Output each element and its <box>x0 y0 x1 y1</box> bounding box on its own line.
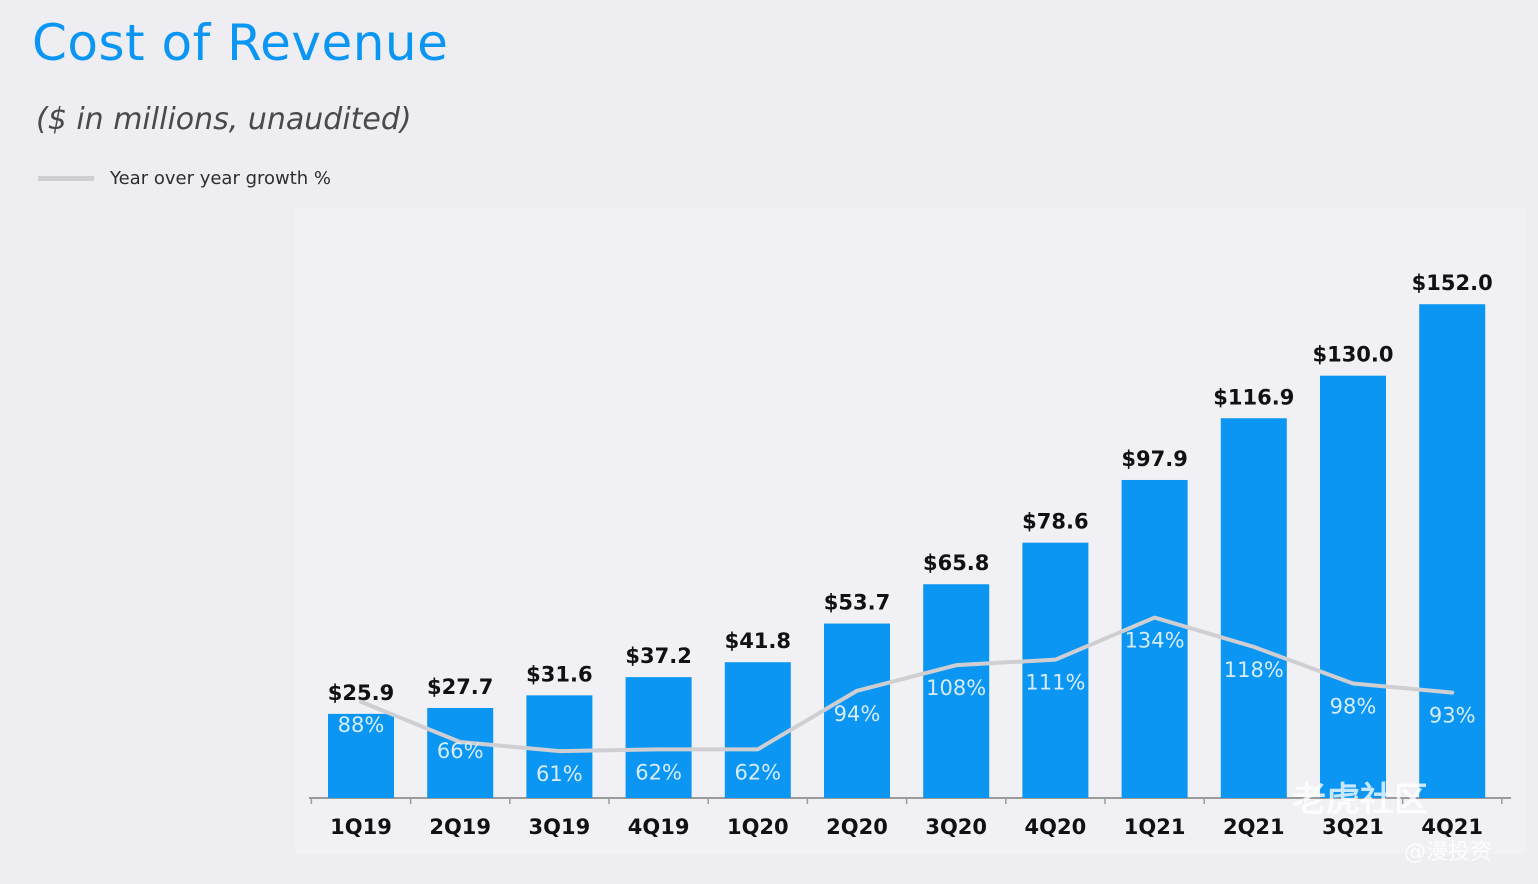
growth-pct-label: 94% <box>834 702 881 726</box>
bar-value-label: $31.6 <box>526 662 592 686</box>
growth-line <box>359 615 1455 754</box>
bar-1q20 <box>724 662 791 798</box>
page-title: Cost of Revenue <box>32 14 449 72</box>
bar-value-label: $27.7 <box>427 675 493 699</box>
bar-1q19 <box>328 713 394 798</box>
bar-value-label: $53.7 <box>824 591 890 615</box>
x-tick-label: 3Q20 <box>925 815 987 839</box>
growth-pct-label: 98% <box>1330 694 1377 718</box>
bar-value-label: $130.0 <box>1312 343 1393 367</box>
x-tick-label: 2Q19 <box>429 815 491 839</box>
bar-3q19 <box>526 695 593 798</box>
x-tick-label: 1Q21 <box>1124 815 1186 839</box>
x-tick-label: 4Q21 <box>1421 815 1483 839</box>
bar-3q20 <box>923 584 990 798</box>
bar-4q21 <box>1419 304 1486 798</box>
growth-pct-label: 88% <box>338 713 385 737</box>
bar-value-label: $41.8 <box>725 629 791 653</box>
cost-of-revenue-chart: $25.91Q19$27.72Q19$31.63Q19$37.24Q19$41.… <box>309 271 1511 839</box>
x-tick-label: 4Q19 <box>628 815 690 839</box>
chart-legend: Year over year growth % <box>38 168 331 189</box>
x-tick-label: 2Q20 <box>826 815 888 839</box>
growth-pct-label: 93% <box>1429 704 1476 728</box>
x-tick-label: 3Q19 <box>529 815 591 839</box>
growth-pct-label: 62% <box>635 760 682 784</box>
watermark-handle: @漫投资 <box>1404 840 1493 865</box>
bar-2q19 <box>427 708 494 798</box>
bar-3q21 <box>1320 375 1386 798</box>
x-tick-label: 1Q20 <box>727 815 789 839</box>
bar-value-label: $97.9 <box>1121 447 1187 471</box>
bar-value-label: $116.9 <box>1213 385 1294 409</box>
bar-value-label: $65.8 <box>923 551 989 575</box>
bar-4q20 <box>1022 542 1089 798</box>
bar-2q21 <box>1220 418 1287 798</box>
bar-2q20 <box>824 623 890 798</box>
watermark-logo-text: 老虎社区 <box>1292 780 1428 820</box>
plot-panel: $25.9 1Q19 $27.7 2Q19 $31.6 3Q19 $37.2 4Q19 $41.… <box>295 208 1525 854</box>
growth-pct-label: 61% <box>536 762 583 786</box>
growth-pct-label: 66% <box>437 739 484 763</box>
x-tick-label: 3Q21 <box>1322 815 1384 839</box>
legend-line-swatch <box>38 176 94 181</box>
bar-4q19 <box>625 677 692 798</box>
bar-1q21 <box>1121 479 1188 798</box>
page-subtitle: ($ in millions, unaudited) <box>36 102 412 137</box>
bar-value-label: $152.0 <box>1412 271 1493 295</box>
x-tick-label: 1Q19 <box>330 815 392 839</box>
bar-value-label: $37.2 <box>625 644 691 668</box>
growth-pct-label: 134% <box>1125 629 1185 653</box>
growth-pct-label: 108% <box>926 676 986 700</box>
x-tick-label: 4Q20 <box>1025 815 1087 839</box>
x-tick-label: 2Q21 <box>1223 815 1285 839</box>
growth-pct-label: 118% <box>1224 658 1284 682</box>
growth-pct-label: 62% <box>734 760 781 784</box>
bar-value-label: $78.6 <box>1022 510 1088 534</box>
legend-label: Year over year growth % <box>110 168 332 189</box>
growth-pct-label: 111% <box>1025 671 1085 695</box>
